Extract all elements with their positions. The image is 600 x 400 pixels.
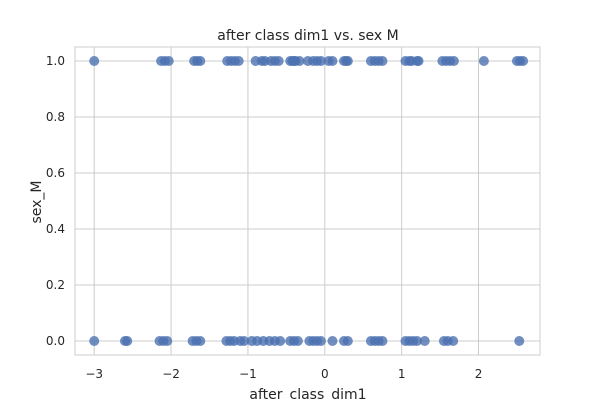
grid xyxy=(75,47,540,355)
x-tick-label: −3 xyxy=(85,367,103,381)
data-point xyxy=(89,336,100,346)
data-point xyxy=(514,336,525,346)
tick-labels: −3 −2 −1 0 1 2 0.0 0.2 0.4 0.6 0.8 1.0 xyxy=(46,54,482,381)
data-point xyxy=(327,56,338,66)
data-point xyxy=(315,56,326,66)
y-tick-label: 0.6 xyxy=(46,166,65,180)
data-point xyxy=(342,336,353,346)
data-point xyxy=(377,336,388,346)
data-point xyxy=(292,336,303,346)
x-tick-label: −1 xyxy=(239,367,257,381)
data-point xyxy=(377,56,388,66)
x-tick-label: 1 xyxy=(398,367,406,381)
data-point xyxy=(195,56,206,66)
y-tick-label: 0.8 xyxy=(46,110,65,124)
data-point xyxy=(315,336,326,346)
data-point xyxy=(419,336,430,346)
x-axis-label: after_class_dim1 xyxy=(249,387,366,400)
data-point xyxy=(89,56,100,66)
data-point xyxy=(195,336,206,346)
y-axis-label: sex_M xyxy=(29,180,45,223)
y-tick-label: 0.0 xyxy=(46,334,65,348)
data-point xyxy=(233,56,244,66)
chart-title: after class dim1 vs. sex M xyxy=(217,28,399,44)
data-point xyxy=(412,336,423,346)
y-tick-label: 0.2 xyxy=(46,278,65,292)
data-point xyxy=(342,56,353,66)
data-point xyxy=(273,56,284,66)
data-point xyxy=(294,56,305,66)
data-point xyxy=(448,336,459,346)
data-point xyxy=(239,336,250,346)
data-point xyxy=(275,336,286,346)
x-tick-label: 0 xyxy=(321,367,329,381)
data-point xyxy=(162,336,173,346)
data-point xyxy=(413,56,424,66)
plot-area-frame xyxy=(74,46,541,356)
x-tick-label: 2 xyxy=(475,367,483,381)
data-point xyxy=(518,56,529,66)
y-tick-label: 0.4 xyxy=(46,222,65,236)
data-point xyxy=(448,56,459,66)
data-point xyxy=(122,336,133,346)
data-point xyxy=(163,56,174,66)
data-points xyxy=(89,56,529,346)
data-point xyxy=(327,336,338,346)
y-tick-label: 1.0 xyxy=(46,54,65,68)
data-point xyxy=(478,56,489,66)
x-tick-label: −2 xyxy=(162,367,180,381)
